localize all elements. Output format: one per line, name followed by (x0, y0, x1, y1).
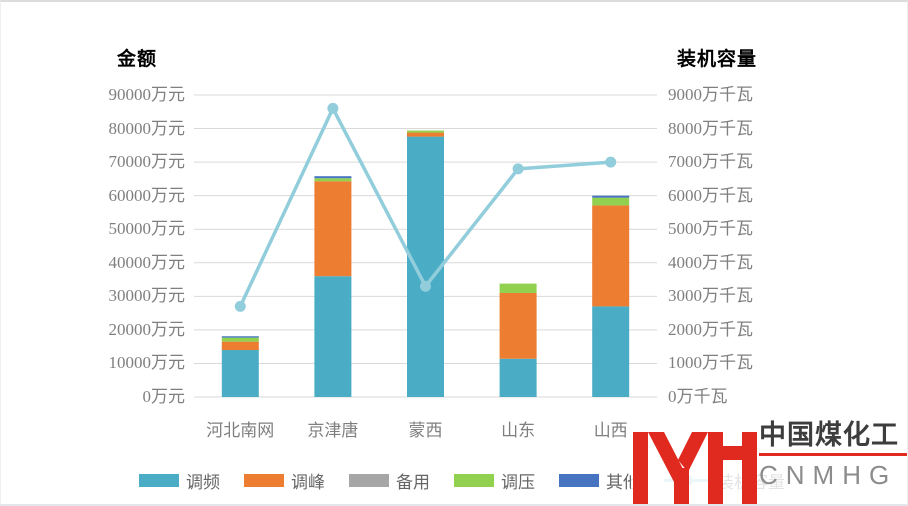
watermark-logo: 中国煤化工 CNMHG (631, 408, 907, 504)
right-axis-tick: 1000万千瓦 (668, 353, 753, 373)
left-axis-tick: 10000万元 (108, 353, 186, 373)
category-label-蒙西: 蒙西 (408, 421, 443, 440)
right-axis-tick: 0万千瓦 (668, 387, 728, 406)
logo-text-block: 中国煤化工 CNMHG (759, 420, 907, 491)
left-axis-tick: 20000万元 (108, 319, 186, 339)
left-axis-title: 金额 (117, 49, 158, 70)
legend-swatch (559, 474, 599, 487)
right-axis-tick: 5000万千瓦 (668, 219, 753, 239)
capacity-line-marker (512, 163, 524, 175)
bar-segment-调峰 (592, 205, 630, 307)
logo-monogram-shape (674, 468, 689, 504)
category-label-山西: 山西 (593, 421, 628, 440)
bar-segment-其他 (221, 336, 259, 338)
bar-segment-调峰 (221, 341, 259, 351)
capacity-line-marker (420, 280, 431, 292)
right-axis-tick: 4000万千瓦 (668, 252, 753, 272)
right-axis-tick: 6000万千瓦 (668, 185, 753, 205)
legend-item-调压: 调压 (454, 468, 535, 493)
legend-label: 调频 (186, 473, 220, 492)
legend-swatch (349, 474, 389, 487)
bar-segment-调峰 (407, 132, 444, 137)
logo-monogram-shape (708, 432, 723, 504)
logo-title: 中国煤化工 (759, 420, 899, 450)
capacity-line-marker (234, 300, 246, 312)
left-axis-tick: 90000万元 (108, 85, 186, 104)
logo-monogram-shape (742, 432, 757, 504)
bar-segment-调频 (221, 350, 259, 397)
legend-item-备用: 备用 (349, 468, 430, 493)
left-axis-tick: 60000万元 (108, 185, 186, 205)
bar-segment-调压 (221, 337, 259, 342)
left-axis-tick: 70000万元 (108, 152, 186, 172)
right-axis-tick: 8000万千瓦 (668, 118, 753, 138)
logo-subtitle: CNMHG (759, 460, 898, 490)
logo-underline (759, 453, 907, 456)
bar-segment-调压 (592, 197, 630, 206)
logo-monogram-icon (633, 432, 757, 504)
bar-segment-调峰 (314, 181, 352, 277)
capacity-line-marker (327, 102, 339, 114)
legend-swatch (139, 474, 179, 487)
legend-label: 调峰 (291, 473, 325, 492)
category-label-河北南网: 河北南网 (206, 421, 275, 440)
category-label-山东: 山东 (501, 421, 536, 440)
left-axis-tick: 0万元 (142, 387, 186, 406)
left-axis-tick: 80000万元 (108, 118, 186, 138)
logo-monogram-shape (633, 432, 648, 504)
bar-segment-调压 (314, 178, 352, 182)
right-axis-tick: 7000万千瓦 (668, 152, 753, 172)
legend-item-其他: 其他 (559, 468, 640, 493)
bar-segment-调频 (314, 276, 352, 397)
bar-segment-调峰 (499, 292, 537, 359)
bar-segment-其他 (314, 176, 352, 179)
legend-label: 备用 (396, 473, 430, 492)
bar-segment-调压 (407, 130, 444, 133)
right-axis-tick: 2000万千瓦 (668, 319, 753, 339)
bar-segment-其他 (592, 195, 630, 198)
bar-segment-调频 (407, 136, 444, 397)
capacity-line-marker (605, 156, 617, 168)
legend-label: 调压 (501, 473, 535, 492)
left-axis-tick: 40000万元 (108, 252, 186, 272)
right-axis-title: 装机容量 (677, 49, 758, 70)
legend-swatch (454, 474, 494, 487)
right-axis-tick: 9000万千瓦 (668, 85, 753, 104)
logo-monogram-shape (678, 432, 708, 472)
category-label-京津唐: 京津唐 (307, 421, 359, 440)
legend-swatch (244, 474, 284, 487)
bar-segment-调频 (499, 358, 537, 397)
left-axis-tick: 30000万元 (108, 286, 186, 306)
left-axis-tick: 50000万元 (108, 219, 186, 239)
right-axis-tick: 3000万千瓦 (668, 286, 753, 306)
legend-item-调频: 调频 (139, 468, 220, 493)
legend-item-调峰: 调峰 (244, 468, 325, 493)
bar-segment-调频 (592, 306, 630, 397)
bar-segment-调压 (499, 283, 537, 293)
